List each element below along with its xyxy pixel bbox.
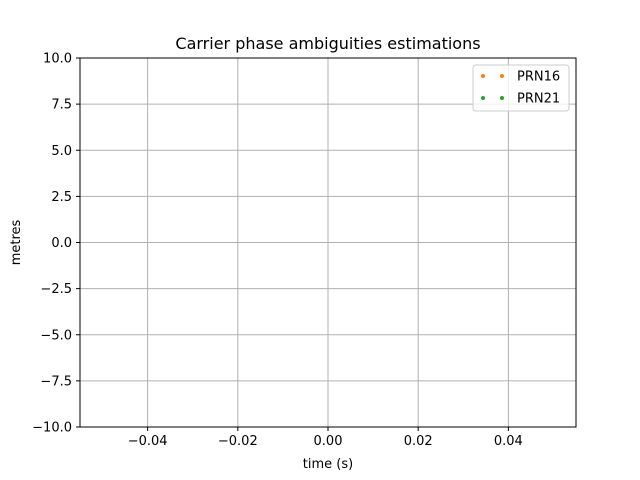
y-axis-label: metres <box>9 219 24 265</box>
y-tick-label: 10.0 <box>43 52 72 67</box>
y-tick-label: 0.0 <box>51 236 72 251</box>
legend-marker-prn16 <box>500 74 504 78</box>
legend: PRN16 PRN21 <box>472 64 570 112</box>
x-tick-label: 0.00 <box>314 434 343 449</box>
x-tick-label: −0.02 <box>218 434 258 449</box>
legend-box <box>472 64 570 112</box>
chart-title: Carrier phase ambiguities estimations <box>175 34 480 53</box>
y-tick-label: 2.5 <box>51 190 72 205</box>
x-tick-label: 0.02 <box>404 434 433 449</box>
legend-marker-prn21 <box>500 96 504 100</box>
y-tick-label: −7.5 <box>40 374 72 389</box>
y-axis: −10.0 −7.5 −5.0 −2.5 0.0 2.5 5.0 7.5 10.0 <box>32 52 80 436</box>
x-tick-label: 0.04 <box>494 434 523 449</box>
legend-marker-prn16 <box>481 74 485 78</box>
y-tick-label: −10.0 <box>32 421 72 436</box>
y-tick-label: −2.5 <box>40 282 72 297</box>
legend-marker-prn21 <box>481 96 485 100</box>
y-tick-label: 5.0 <box>51 144 72 159</box>
legend-label-prn16: PRN16 <box>517 70 560 85</box>
x-axis: −0.04 −0.02 0.00 0.02 0.04 <box>128 427 523 449</box>
x-axis-label: time (s) <box>303 457 353 472</box>
y-tick-label: −5.0 <box>40 328 72 343</box>
legend-label-prn21: PRN21 <box>517 92 560 107</box>
y-tick-label: 7.5 <box>51 98 72 113</box>
x-tick-label: −0.04 <box>128 434 168 449</box>
